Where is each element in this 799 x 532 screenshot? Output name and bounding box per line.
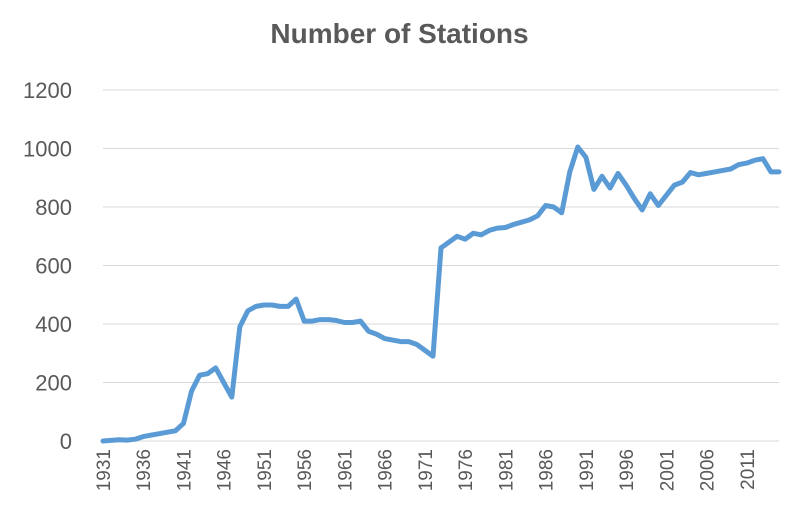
y-tick-label: 1200 [23, 78, 72, 103]
x-tick-label: 1946 [215, 449, 236, 491]
chart-title: Number of Stations [270, 18, 529, 49]
x-tick-label: 2011 [738, 449, 759, 490]
x-tick-label: 1966 [376, 449, 397, 491]
x-tick-label: 1956 [295, 449, 316, 491]
x-tick-label: 1951 [255, 449, 276, 491]
x-tick-label: 1936 [134, 449, 155, 491]
x-tick-label: 1931 [94, 449, 115, 491]
y-tick-label: 0 [60, 429, 72, 454]
x-tick-label: 1991 [577, 449, 598, 491]
series-line [100, 144, 782, 444]
x-tick-label: 1976 [456, 449, 477, 491]
x-tick-label: 1986 [537, 449, 558, 491]
y-tick-label: 1000 [23, 137, 72, 162]
y-tick-label: 400 [35, 312, 72, 337]
y-tick-label: 800 [35, 195, 72, 220]
x-tick-label: 1961 [335, 449, 356, 491]
x-tick-label: 2001 [657, 449, 678, 491]
x-tick-label: 1981 [496, 449, 517, 491]
x-tick-label: 1941 [174, 449, 195, 491]
y-tick-label: 600 [35, 254, 72, 279]
x-tick-label: 1971 [416, 449, 437, 491]
x-tick-label: 1996 [617, 449, 638, 491]
y-tick-label: 200 [35, 371, 72, 396]
x-tick-label: 2006 [698, 449, 719, 491]
